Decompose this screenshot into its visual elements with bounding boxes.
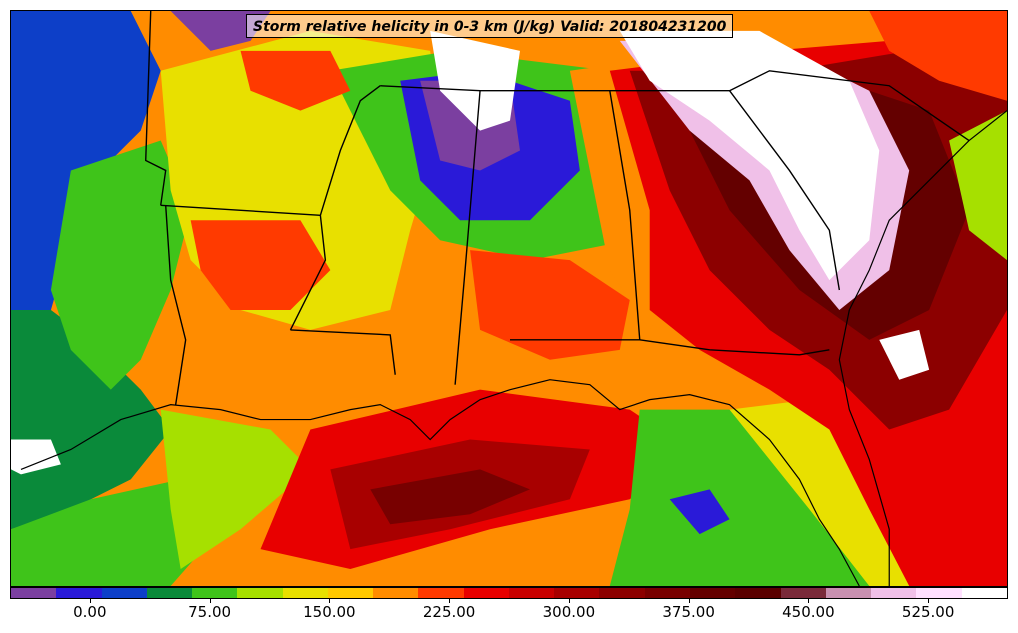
colorbar-swatch (780, 588, 826, 598)
colorbar-tick (449, 599, 451, 603)
colorbar-swatch (508, 588, 555, 598)
region-west-blue (11, 11, 161, 430)
colorbar-tick (568, 599, 570, 603)
colorbar-tick (928, 599, 930, 603)
region-central-red (470, 250, 630, 360)
colorbar-tick-label: 525.00 (901, 603, 955, 621)
colorbar-tick-label: 75.00 (188, 603, 232, 621)
colorbar-tick-label: 150.00 (303, 603, 356, 621)
state-borders (145, 11, 970, 405)
colorbar-tick-label: 225.00 (422, 603, 476, 621)
colorbar-ticks: 0.00 75.00 150.00 225.00 300.00 375.00 450.00 5… (10, 599, 1008, 633)
colorbar-tick (688, 599, 690, 603)
region-sw-yellow (160, 409, 311, 570)
region-florida-green (609, 409, 880, 586)
colorbar-swatch (825, 588, 872, 598)
region-sw-green (11, 479, 221, 586)
map-title: Storm relative helicity in 0-3 km (J/kg)… (246, 14, 734, 38)
colorbar-tick (89, 599, 91, 603)
region-west-lightgreen (50, 140, 191, 390)
region-north-white (430, 30, 520, 131)
colorbar-swatch (282, 588, 328, 598)
region-texas-white (11, 439, 61, 475)
colorbar-swatch (327, 588, 374, 598)
colorbar-swatch (146, 588, 193, 598)
colorbar-swatch (56, 588, 102, 598)
colorbar-tick (329, 599, 331, 603)
region-ne-orange (869, 11, 1007, 101)
region-west-green (11, 309, 171, 530)
region-east-white (619, 30, 880, 281)
helicity-field (11, 11, 1007, 586)
colorbar-swatch (961, 588, 1007, 598)
colorbar-swatch (373, 588, 419, 598)
colorbar (10, 587, 1008, 599)
region-nw-orange (240, 50, 351, 111)
region-gulf-maroon (370, 469, 530, 525)
colorbar-swatch (554, 588, 600, 598)
region-louisiana-red (190, 220, 331, 310)
colorbar-tick (808, 599, 810, 603)
colorbar-tick-label: 300.00 (542, 603, 596, 621)
region-far-east-green (949, 110, 1007, 261)
colorbar-swatch (237, 588, 283, 598)
colorbar-swatch (192, 588, 238, 598)
colorbar-tick-label: 450.00 (782, 603, 835, 621)
region-florida-blue (669, 489, 730, 535)
colorbar-swatch (689, 588, 736, 598)
colorbar-tick (209, 599, 211, 603)
colorbar-swatch (599, 588, 645, 598)
region-nw-purple (170, 11, 271, 51)
colorbar-swatch (463, 588, 509, 598)
region-se-white-spot (879, 329, 930, 380)
colorbar-swatch (101, 588, 147, 598)
colorbar-swatch (11, 588, 57, 598)
colorbar-swatch (418, 588, 464, 598)
colorbar-tick-label: 0.00 (73, 603, 107, 621)
coastline-east (838, 110, 1007, 586)
colorbar-swatch (871, 588, 917, 598)
colorbar-swatch (916, 588, 962, 598)
colorbar-tick-label: 375.00 (662, 603, 715, 621)
coastline (20, 379, 860, 586)
map-panel (10, 10, 1008, 587)
colorbar-swatch (735, 588, 781, 598)
colorbar-swatch (644, 588, 690, 598)
